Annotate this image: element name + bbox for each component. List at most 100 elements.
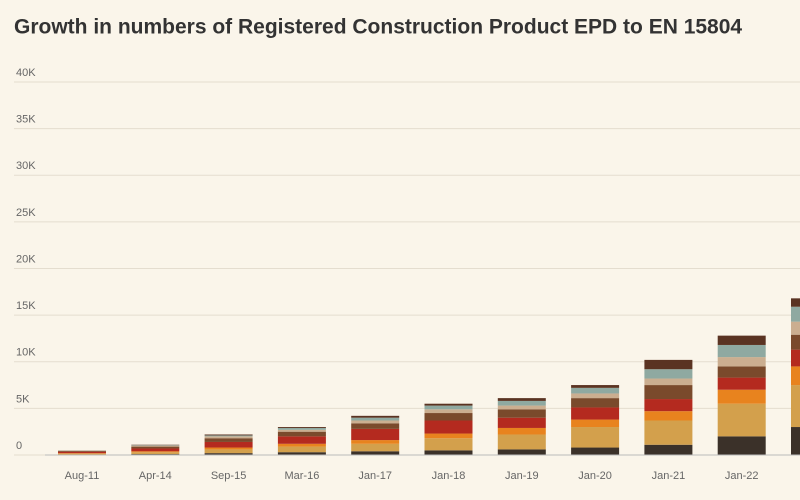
bar-segment xyxy=(277,427,326,428)
y-tick-label: 25K xyxy=(16,207,36,219)
bar-segment xyxy=(204,436,253,439)
bar-segment xyxy=(204,449,253,454)
x-tick-label: Apr-14 xyxy=(139,470,172,482)
bar-segment xyxy=(277,452,326,455)
bar-segment xyxy=(277,443,326,447)
bar-segment xyxy=(717,357,766,367)
bar-segment xyxy=(131,451,180,453)
bar-segment xyxy=(791,334,800,350)
x-tick-label: Aug-11 xyxy=(65,470,100,482)
bar-segment xyxy=(497,398,546,401)
bar-segment xyxy=(204,435,253,437)
bar-segment xyxy=(351,420,400,424)
bar-segment xyxy=(58,451,106,454)
bar-segment xyxy=(424,433,473,439)
bar-segment xyxy=(644,385,693,400)
bar-segment xyxy=(277,427,326,430)
bar-segment xyxy=(424,413,473,421)
bar-segment xyxy=(497,400,546,406)
bar-segment xyxy=(571,407,620,420)
bar-segment xyxy=(717,377,766,390)
bar-segment xyxy=(497,405,546,410)
bar-segment xyxy=(131,445,180,447)
y-tick-label: 5K xyxy=(16,393,30,405)
x-tick-label: Jan-20 xyxy=(578,470,612,482)
bar-segment xyxy=(131,452,180,455)
bar-segment xyxy=(204,438,253,442)
x-tick-label: Jan-22 xyxy=(725,470,759,482)
bar-segment xyxy=(58,453,106,455)
bar-segment xyxy=(424,409,473,414)
bar-segment xyxy=(58,450,106,452)
y-tick-label: 20K xyxy=(16,253,36,265)
bar-segment xyxy=(351,443,400,452)
bar-segment xyxy=(424,420,473,434)
bar-segment xyxy=(717,403,766,437)
bar-segment xyxy=(571,447,620,455)
bar-segment xyxy=(571,427,620,448)
bar-segment xyxy=(131,446,180,449)
bar-segment xyxy=(644,369,693,379)
bar-segment xyxy=(717,436,766,455)
x-tick-label: Mar-16 xyxy=(284,470,319,482)
bar-segment xyxy=(497,434,546,450)
bar-segment xyxy=(277,446,326,453)
bar-segment xyxy=(571,387,620,394)
bar-segment xyxy=(204,441,253,448)
bar-segment xyxy=(717,366,766,378)
bar-segment xyxy=(277,431,326,437)
bar-segment xyxy=(424,405,473,410)
bar-segment xyxy=(791,366,800,386)
bar-segment xyxy=(424,438,473,451)
bar-segment xyxy=(571,393,620,399)
bar-segment xyxy=(424,450,473,455)
bar-segment xyxy=(351,417,400,421)
y-tick-label: 10K xyxy=(16,347,36,359)
y-tick-label: 35K xyxy=(16,114,36,126)
bar-segment xyxy=(791,298,800,307)
bar-segment xyxy=(351,428,400,441)
bar-segment xyxy=(791,385,800,428)
bar-segment xyxy=(644,378,693,386)
chart-title: Growth in numbers of Registered Construc… xyxy=(14,16,742,39)
x-tick-label: Jan-21 xyxy=(652,470,686,482)
bar-segment xyxy=(644,420,693,445)
bar-segment xyxy=(277,429,326,432)
bar-segment xyxy=(204,434,253,436)
y-tick-label: 15K xyxy=(16,300,36,312)
bar-segment xyxy=(497,409,546,418)
x-tick-label: Jan-17 xyxy=(358,470,392,482)
x-tick-label: Sep-15 xyxy=(211,470,246,482)
bar-segment xyxy=(717,344,766,358)
bar-segment xyxy=(644,411,693,421)
bar-segment xyxy=(131,448,180,452)
x-tick-label: Jan-19 xyxy=(505,470,539,482)
bar-segment xyxy=(571,398,620,408)
y-tick-label: 0 xyxy=(16,440,22,452)
bar-segment xyxy=(791,349,800,367)
bar-segment xyxy=(791,427,800,455)
bar-segment xyxy=(571,385,620,388)
bar-segment xyxy=(351,440,400,444)
bar-segment xyxy=(497,449,546,455)
bar-segment xyxy=(351,451,400,455)
bar-segment xyxy=(717,389,766,404)
bar-segment xyxy=(497,417,546,428)
bar-segment xyxy=(204,447,253,450)
bar-segment xyxy=(497,427,546,435)
bar-segment xyxy=(717,335,766,345)
y-tick-label: 40K xyxy=(16,67,36,79)
bar-segment xyxy=(644,444,693,455)
x-tick-label: Jan-18 xyxy=(432,470,466,482)
bar-segment xyxy=(791,321,800,335)
bar-segment xyxy=(204,453,253,455)
bar-segment xyxy=(424,403,473,406)
bar-segment xyxy=(571,419,620,428)
bar-segment xyxy=(644,359,693,370)
bar-segment xyxy=(791,306,800,322)
bar-segment xyxy=(644,399,693,412)
bar-segment xyxy=(277,436,326,444)
bar-segment xyxy=(351,415,400,418)
